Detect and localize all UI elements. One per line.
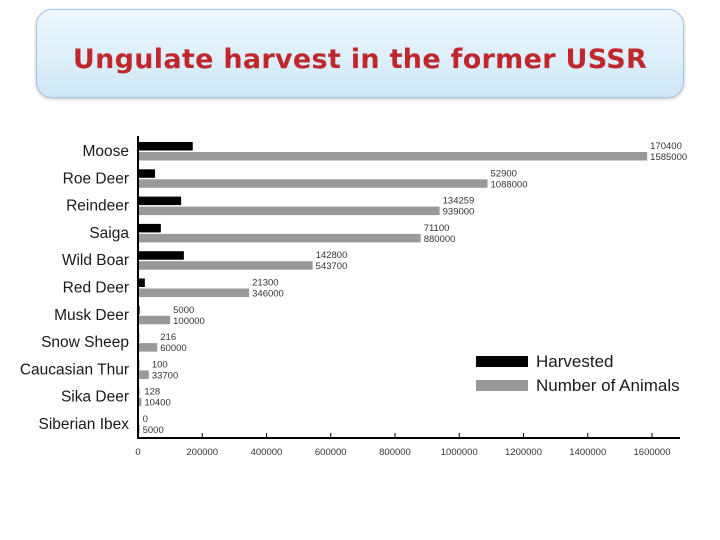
value-label-harvested-saiga: 71100 <box>424 223 450 234</box>
bar-harvested-red-deer <box>138 278 145 287</box>
x-tick-label-1200000: 1200000 <box>505 447 542 458</box>
value-label-number-of-animals-sika-deer: 10400 <box>144 398 170 409</box>
slide-title: Ungulate harvest in the former USSR <box>72 44 648 75</box>
x-tick-label-1000000: 1000000 <box>441 447 478 458</box>
category-label-wild-boar: Wild Boar <box>62 252 129 269</box>
value-label-harvested-caucasian-thur: 100 <box>152 359 168 370</box>
value-label-number-of-animals-reindeer: 939000 <box>443 207 475 218</box>
bar-number-of-animals-caucasian-thur <box>138 370 149 379</box>
bar-number-of-animals-sika-deer <box>138 397 142 407</box>
bar-harvested-wild-boar <box>138 251 184 260</box>
bar-harvested-roe-deer <box>138 169 155 178</box>
title-banner: Ungulate harvest in the former USSR <box>36 9 684 98</box>
value-label-harvested-roe-deer: 52900 <box>491 168 517 179</box>
value-label-number-of-animals-siberian-ibex: 5000 <box>143 425 164 436</box>
bar-number-of-animals-wild-boar <box>138 261 313 270</box>
bar-harvested-moose <box>138 142 193 151</box>
value-label-harvested-musk-deer: 5000 <box>173 305 194 316</box>
category-label-roe-deer: Roe Deer <box>63 170 129 187</box>
value-label-number-of-animals-snow-sheep: 60000 <box>160 343 186 354</box>
value-label-harvested-sika-deer: 128 <box>144 387 160 398</box>
value-label-harvested-siberian-ibex: 0 <box>143 414 148 425</box>
legend-label-number-of-animals: Number of Animals <box>536 376 680 395</box>
legend-swatch-number-of-animals <box>476 380 528 391</box>
value-label-number-of-animals-wild-boar: 543700 <box>316 261 348 272</box>
bar-number-of-animals-snow-sheep <box>138 343 158 352</box>
value-label-number-of-animals-caucasian-thur: 33700 <box>152 370 178 381</box>
legend-label-harvested: Harvested <box>536 352 613 371</box>
value-label-harvested-moose: 170400 <box>650 141 682 152</box>
x-axis: 0 200000 400000 600000 800000 1000000 1200000 1… <box>135 136 680 458</box>
bar-harvested-reindeer <box>138 196 182 206</box>
value-label-number-of-animals-red-deer: 346000 <box>252 289 284 300</box>
category-label-sika-deer: Sika Deer <box>61 389 129 406</box>
category-label-moose: Moose <box>82 143 129 160</box>
bar-number-of-animals-moose <box>138 152 648 161</box>
x-tick-label-0: 0 <box>135 447 140 458</box>
bar-number-of-animals-musk-deer <box>138 315 171 325</box>
x-tick-label-1600000: 1600000 <box>634 447 671 458</box>
value-label-harvested-red-deer: 21300 <box>252 278 278 289</box>
category-label-red-deer: Red Deer <box>63 280 129 297</box>
value-label-number-of-animals-roe-deer: 1088000 <box>491 179 528 190</box>
bar-number-of-animals-saiga <box>138 233 421 243</box>
x-tick-label-200000: 200000 <box>186 447 218 458</box>
value-label-harvested-snow-sheep: 216 <box>160 332 176 343</box>
category-label-siberian-ibex: Siberian Ibex <box>39 416 130 433</box>
bar-number-of-animals-reindeer <box>138 206 440 216</box>
x-tick-label-1400000: 1400000 <box>569 447 606 458</box>
x-tick-label-600000: 600000 <box>315 447 347 458</box>
category-label-caucasian-thur: Caucasian Thur <box>20 361 129 378</box>
x-tick-label-400000: 400000 <box>251 447 283 458</box>
value-label-harvested-wild-boar: 142800 <box>316 250 348 261</box>
category-label-musk-deer: Musk Deer <box>54 307 129 324</box>
category-label-snow-sheep: Snow Sheep <box>41 334 129 351</box>
bar-number-of-animals-red-deer <box>138 288 250 297</box>
value-label-number-of-animals-saiga: 880000 <box>424 234 456 245</box>
legend: Harvested Number of Animals <box>476 352 680 395</box>
value-label-number-of-animals-moose: 1585000 <box>650 152 687 163</box>
category-label-saiga: Saiga <box>89 225 129 242</box>
x-tick-label-800000: 800000 <box>379 447 411 458</box>
legend-swatch-harvested <box>476 356 528 367</box>
bar-number-of-animals-roe-deer <box>138 179 488 188</box>
value-label-harvested-reindeer: 134259 <box>443 196 475 207</box>
bar-harvested-saiga <box>138 223 161 233</box>
category-label-reindeer: Reindeer <box>66 198 129 215</box>
value-label-number-of-animals-musk-deer: 100000 <box>173 316 205 327</box>
